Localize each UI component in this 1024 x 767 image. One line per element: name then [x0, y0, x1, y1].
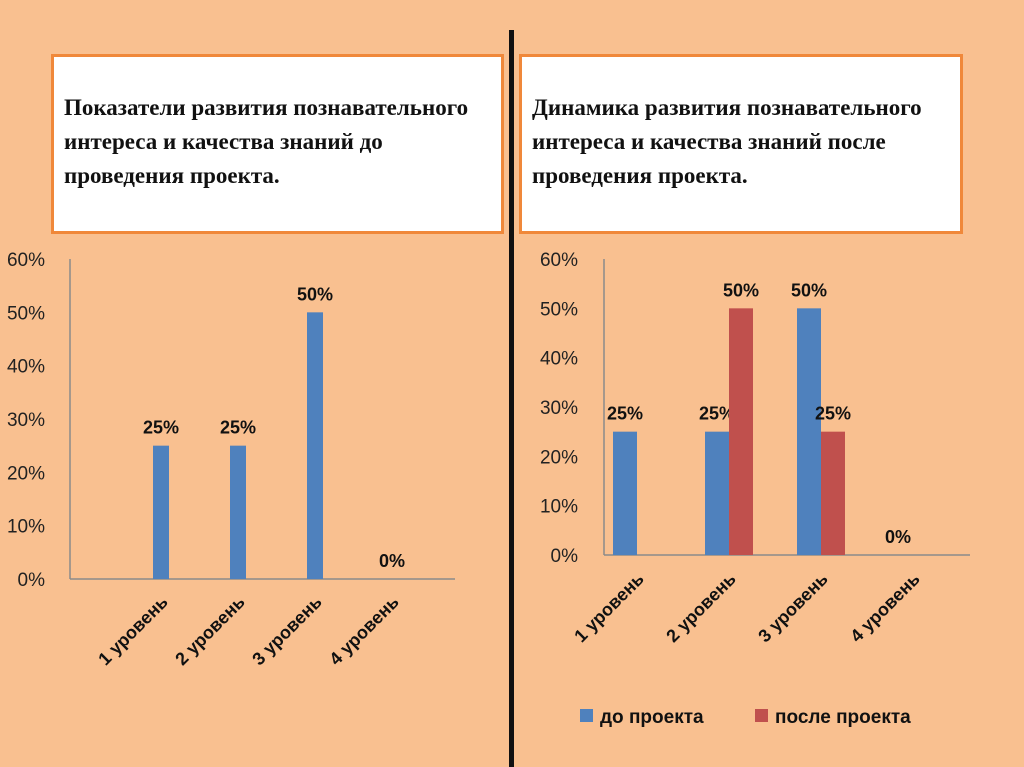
- legend-label: до проекта: [600, 707, 704, 728]
- data-label: 25%: [607, 404, 643, 424]
- data-label: 0%: [885, 527, 911, 547]
- legend-swatch: [580, 709, 593, 722]
- x-tick-label: 4 уровень: [846, 569, 923, 646]
- y-tick-label: 60%: [7, 250, 45, 271]
- left-chart-title: Показатели развития познавательного инте…: [51, 54, 504, 234]
- y-tick-label: 40%: [7, 357, 45, 378]
- bar: [307, 312, 323, 579]
- x-tick-label: 3 уровень: [248, 592, 325, 669]
- bar-before: [613, 431, 637, 555]
- y-tick-label: 20%: [7, 463, 45, 484]
- x-tick-label: 1 уровень: [570, 569, 647, 646]
- legend-swatch: [755, 709, 768, 722]
- y-tick-label: 20%: [540, 447, 578, 468]
- y-tick-label: 30%: [7, 410, 45, 431]
- bar-before: [705, 431, 729, 555]
- bar-before: [797, 308, 821, 555]
- data-label: 25%: [815, 404, 851, 424]
- data-label: 25%: [220, 418, 256, 438]
- x-tick-label: 3 уровень: [754, 569, 831, 646]
- data-label: 0%: [379, 551, 405, 571]
- bar: [230, 445, 246, 579]
- x-tick-label: 4 уровень: [325, 592, 402, 669]
- data-label: 50%: [297, 284, 333, 304]
- legend-label: после проекта: [775, 707, 911, 728]
- y-tick-label: 0%: [18, 570, 46, 591]
- data-label: 25%: [143, 418, 179, 438]
- right-chart-title: Динамика развития познавательного интере…: [519, 54, 963, 234]
- y-tick-label: 10%: [540, 497, 578, 518]
- data-label: 50%: [723, 280, 759, 300]
- data-label: 25%: [699, 404, 735, 424]
- y-tick-label: 50%: [540, 299, 578, 320]
- y-tick-label: 30%: [540, 398, 578, 419]
- y-tick-label: 0%: [551, 546, 579, 567]
- x-tick-label: 2 уровень: [662, 569, 739, 646]
- bar-after: [729, 308, 753, 555]
- bar: [153, 445, 169, 579]
- y-tick-label: 40%: [540, 349, 578, 370]
- divider-line: [509, 30, 514, 767]
- x-tick-label: 1 уровень: [94, 592, 171, 669]
- y-tick-label: 10%: [7, 517, 45, 538]
- x-tick-label: 2 уровень: [171, 592, 248, 669]
- data-label: 50%: [791, 280, 827, 300]
- y-tick-label: 50%: [7, 303, 45, 324]
- bar-after: [821, 431, 845, 555]
- y-tick-label: 60%: [540, 250, 578, 271]
